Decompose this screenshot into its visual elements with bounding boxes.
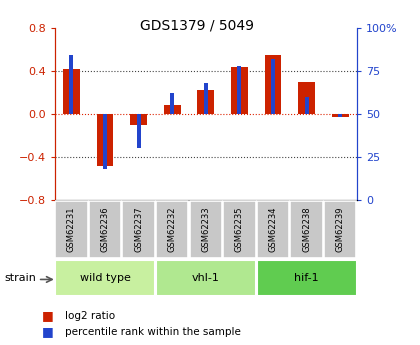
Bar [63,69,80,114]
Bar [257,201,289,258]
Text: GSM62234: GSM62234 [268,207,278,252]
Bar [97,114,113,166]
Text: GSM62231: GSM62231 [67,207,76,252]
Text: GSM62238: GSM62238 [302,207,311,252]
Text: GSM62237: GSM62237 [134,207,143,252]
Text: GDS1379 / 5049: GDS1379 / 5049 [140,19,255,33]
Text: GSM62236: GSM62236 [100,207,110,252]
Text: wild type: wild type [79,273,131,283]
Bar [231,68,248,114]
Bar [237,66,242,114]
Bar [223,201,255,258]
Bar [265,55,281,114]
Bar [298,81,315,114]
Text: ■: ■ [42,325,54,338]
Bar [55,259,155,296]
Bar [89,201,121,258]
Bar [190,201,222,258]
Bar [156,201,188,258]
Bar [130,114,147,125]
Bar [204,83,208,114]
Text: ■: ■ [42,309,54,322]
Bar [304,97,309,114]
Text: percentile rank within the sample: percentile rank within the sample [65,327,241,337]
Bar [324,201,356,258]
Bar [271,59,275,114]
Text: vhl-1: vhl-1 [192,273,220,283]
Bar [197,90,214,114]
Bar [69,55,73,114]
Bar [338,114,342,117]
Bar [156,259,256,296]
Text: GSM62233: GSM62233 [201,207,210,252]
Text: GSM62235: GSM62235 [235,207,244,252]
Text: hif-1: hif-1 [294,273,319,283]
Bar [123,201,155,258]
Text: log2 ratio: log2 ratio [65,311,115,321]
Bar [257,259,357,296]
Bar [164,105,181,114]
Text: strain: strain [4,273,36,283]
Bar [291,201,323,258]
Bar [103,114,107,169]
Bar [55,201,87,258]
Bar [170,93,174,114]
Bar [332,114,349,117]
Bar [136,114,141,148]
Text: GSM62239: GSM62239 [336,207,345,252]
Text: GSM62232: GSM62232 [168,207,177,252]
